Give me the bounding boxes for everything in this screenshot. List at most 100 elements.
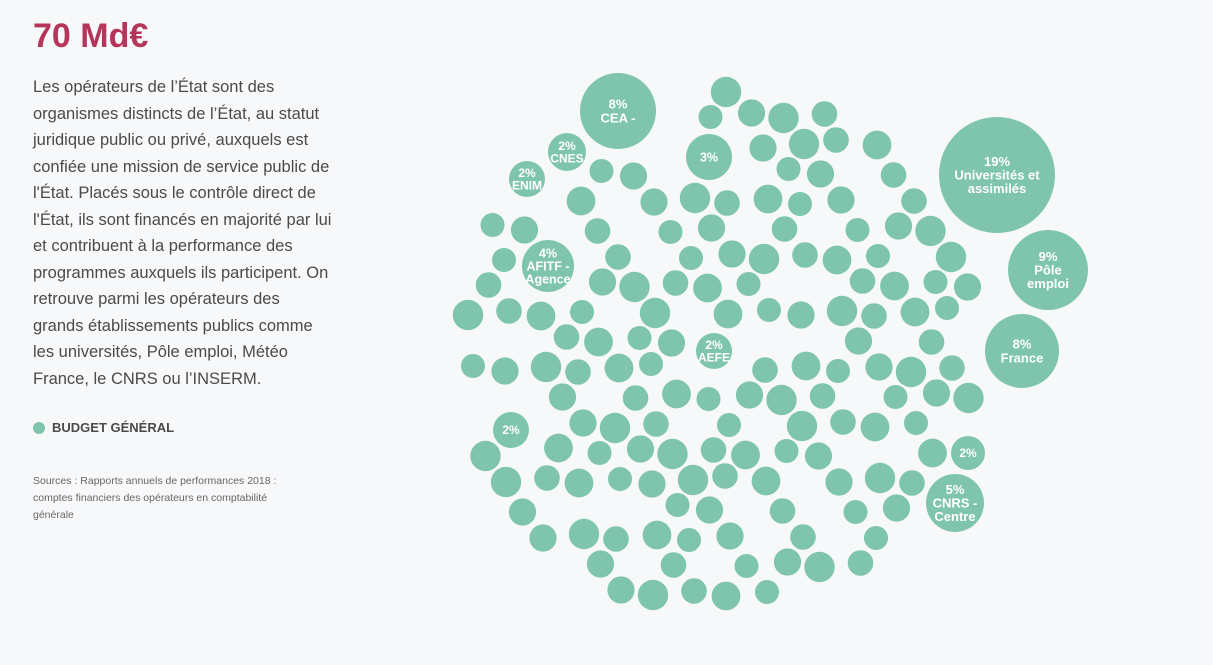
labeled-bubble: 2%AEFE bbox=[696, 333, 732, 369]
bubble bbox=[626, 435, 655, 463]
bubble bbox=[510, 216, 539, 244]
bubble bbox=[686, 134, 732, 180]
bubble bbox=[776, 157, 801, 181]
labeled-bubble: 3% bbox=[686, 134, 732, 180]
bubble bbox=[731, 440, 760, 470]
bubble bbox=[548, 383, 577, 411]
bubble bbox=[627, 326, 652, 350]
bubble-label: CEA - bbox=[601, 110, 636, 125]
bubble bbox=[604, 353, 634, 383]
bubble bbox=[766, 384, 797, 416]
bubble-label: assimilés bbox=[968, 181, 1027, 196]
bubble bbox=[716, 522, 744, 550]
bubble bbox=[753, 184, 783, 214]
bubble bbox=[475, 272, 502, 298]
bubble bbox=[640, 188, 668, 216]
bubble bbox=[714, 190, 740, 216]
bubble bbox=[490, 466, 522, 498]
bubble bbox=[452, 299, 484, 331]
bubble-label: Agence bbox=[525, 273, 570, 287]
bubble bbox=[939, 355, 965, 381]
bubble bbox=[658, 220, 683, 244]
bubble bbox=[697, 214, 726, 242]
bubble bbox=[895, 356, 927, 388]
bubble bbox=[864, 526, 888, 550]
bubble bbox=[677, 528, 701, 552]
bubble bbox=[845, 218, 870, 242]
bubble bbox=[662, 270, 689, 296]
bubble bbox=[880, 162, 907, 188]
bubble bbox=[657, 329, 686, 357]
bubble bbox=[619, 271, 650, 303]
labeled-bubble: 4%AFITF -Agence bbox=[522, 240, 574, 292]
bubble-label: 2% bbox=[558, 139, 576, 153]
bubble bbox=[786, 410, 818, 442]
bubble bbox=[662, 379, 691, 409]
bubble bbox=[861, 303, 887, 329]
bubble bbox=[599, 412, 631, 444]
bubble bbox=[717, 413, 741, 437]
bubble bbox=[768, 102, 799, 134]
bubble bbox=[548, 133, 586, 171]
bubble bbox=[792, 242, 818, 268]
bubble bbox=[900, 297, 930, 327]
bubble bbox=[825, 468, 853, 496]
bubble bbox=[534, 465, 560, 491]
bubble bbox=[660, 552, 687, 578]
bubble-label: Pôle bbox=[1034, 263, 1061, 278]
bubble bbox=[718, 240, 746, 268]
bubble bbox=[806, 160, 835, 188]
bubble bbox=[769, 498, 796, 524]
bubble bbox=[679, 246, 703, 270]
bubble-label: ENIM bbox=[512, 179, 542, 193]
bubble bbox=[637, 579, 669, 611]
bubble bbox=[757, 298, 781, 322]
bubble bbox=[605, 244, 631, 270]
bubble bbox=[748, 243, 780, 275]
labeled-bubble: 8%CEA - bbox=[580, 73, 656, 149]
bubble bbox=[522, 240, 574, 292]
bubble bbox=[904, 411, 928, 435]
bubble bbox=[923, 270, 948, 294]
bubble bbox=[639, 297, 671, 329]
bubble bbox=[918, 438, 947, 468]
bubble bbox=[843, 500, 868, 524]
bubble bbox=[588, 268, 617, 296]
bubble-label: Centre bbox=[934, 509, 975, 524]
bubble bbox=[844, 327, 873, 355]
bubble bbox=[693, 273, 722, 303]
bubble bbox=[752, 357, 778, 383]
bubble bbox=[788, 128, 820, 160]
bubble bbox=[564, 468, 594, 498]
bubble bbox=[773, 548, 802, 576]
bubble bbox=[787, 301, 815, 329]
bubble bbox=[884, 212, 913, 240]
bubble bbox=[710, 76, 742, 108]
bubble bbox=[826, 359, 850, 383]
bubble bbox=[926, 474, 984, 532]
bubble bbox=[935, 296, 959, 320]
bubble-label: AEFE bbox=[698, 351, 730, 365]
bubble bbox=[589, 159, 614, 183]
bubble bbox=[951, 436, 985, 470]
bubble-label: 4% bbox=[539, 246, 557, 260]
bubble bbox=[496, 298, 522, 324]
bubble bbox=[568, 518, 600, 550]
bubble-label: 2% bbox=[959, 446, 977, 460]
bubble bbox=[847, 550, 874, 576]
bubble-label: 3% bbox=[700, 150, 718, 164]
bubble bbox=[461, 354, 485, 378]
bubble bbox=[657, 438, 688, 470]
legend-label: BUDGET GÉNÉRAL bbox=[52, 420, 175, 435]
bubble bbox=[985, 314, 1059, 388]
bubble bbox=[679, 182, 711, 214]
bubble bbox=[734, 554, 759, 578]
bubble-label: France bbox=[1001, 350, 1044, 365]
labeled-bubble: 2% bbox=[493, 412, 529, 448]
bubble bbox=[566, 186, 596, 216]
bubble bbox=[529, 524, 557, 552]
bubble bbox=[711, 581, 741, 611]
bubble-label: 5% bbox=[946, 482, 965, 497]
